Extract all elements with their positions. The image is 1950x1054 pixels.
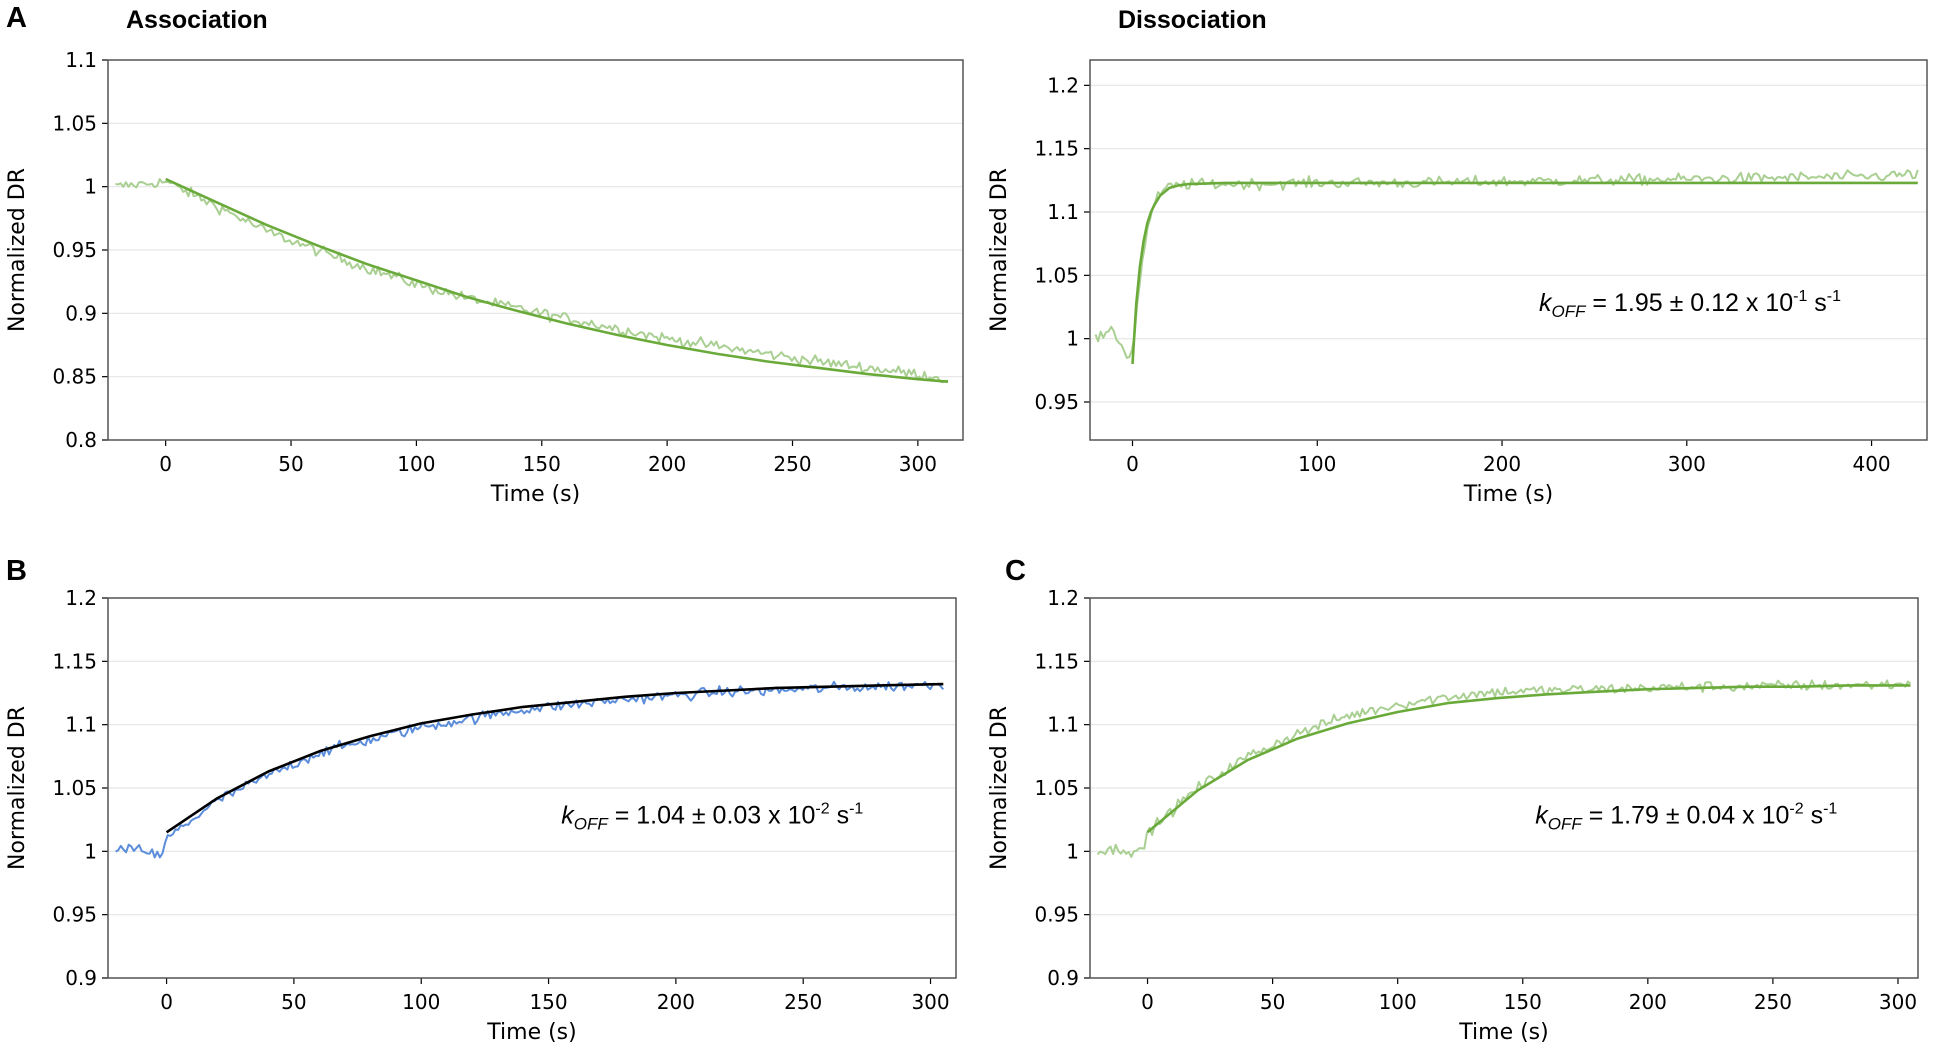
x-axis-label: Time (s) [1463,482,1553,507]
y-tick-label: 1.05 [1034,776,1079,800]
y-tick-label: 1 [1066,839,1079,863]
y-axis-label: Normalized DR [5,706,30,870]
y-tick-label: 0.85 [52,365,97,389]
x-tick-label: 200 [657,990,695,1014]
x-tick-label: 100 [1298,452,1336,476]
y-tick-label: 1.2 [1047,586,1079,610]
y-tick-label: 1.05 [52,776,97,800]
x-tick-label: 150 [1504,990,1542,1014]
association-heading: Association [126,6,268,34]
y-tick-label: 1.1 [65,713,97,737]
x-axis-label: Time (s) [486,1020,576,1045]
plot-frame [107,59,964,441]
chart-A-association: 0.8 0.85 0.9 0.95 1 1.05 1.1 0 50 100 150 200 250 300… [5,48,964,507]
x-tick-label: 100 [402,990,440,1014]
y-tick-label: 1.15 [52,649,97,673]
x-tick-label: 250 [773,452,811,476]
koff-annotation: kOFF = 1.04 ± 0.03 x 10-2 s-1 [561,800,863,833]
plot-frame [107,597,957,979]
y-axis-label: Normalized DR [5,168,30,332]
panel-letter-c: C [1005,555,1026,587]
series-fit-line [165,177,949,383]
plot-frame [1089,597,1919,979]
y-tick-label: 1.15 [1034,649,1079,673]
y-tick-label: 1.2 [65,586,97,610]
y-axis-label: Normalized DR [987,706,1012,870]
koff-annotation: kOFF = 1.79 ± 0.04 x 10-2 s-1 [1535,800,1837,833]
x-tick-label: 100 [397,452,435,476]
dissociation-heading: Dissociation [1118,6,1267,34]
series-raw-line [115,178,949,384]
x-tick-label: 300 [911,990,949,1014]
x-tick-label: 200 [1629,990,1667,1014]
x-tick-label: 0 [159,452,172,476]
x-tick-label: 150 [523,452,561,476]
panel-letter-b: B [6,555,27,587]
y-tick-label: 1.1 [65,48,97,72]
x-tick-label: 150 [529,990,567,1014]
y-axis-label: Normalized DR [987,168,1012,332]
y-tick-label: 1.05 [1034,263,1079,287]
series-fit-line [1146,684,1911,834]
series-raw-line [1096,679,1912,858]
y-tick-label: 1 [1066,327,1079,351]
y-tick-label: 1.1 [1047,200,1079,224]
x-tick-label: 250 [1754,990,1792,1014]
x-tick-label: 300 [1668,452,1706,476]
chart-A-dissociation: 0.95 1 1.05 1.1 1.15 1.2 0 100 200 300 400 Time (s)… [987,59,1928,507]
x-axis-label: Time (s) [1458,1020,1548,1045]
y-tick-label: 0.95 [1034,903,1079,927]
y-tick-label: 0.95 [52,238,97,262]
y-tick-label: 1.1 [1047,713,1079,737]
series-fit-line [165,682,944,834]
x-tick-label: 400 [1852,452,1890,476]
x-tick-label: 200 [1483,452,1521,476]
x-tick-label: 50 [281,990,306,1014]
y-tick-label: 1.05 [52,111,97,135]
x-tick-label: 0 [1126,452,1139,476]
x-tick-label: 100 [1379,990,1417,1014]
y-tick-label: 0.9 [1047,966,1079,990]
series-fit-line [1131,181,1918,365]
x-tick-label: 300 [899,452,937,476]
plot-frame [1089,59,1928,441]
y-tick-label: 0.95 [52,903,97,927]
y-tick-label: 1.15 [1034,137,1079,161]
y-tick-label: 1 [84,175,97,199]
series-raw-line [1094,169,1919,359]
x-tick-label: 50 [1260,990,1285,1014]
y-tick-label: 0.9 [65,301,97,325]
y-tick-label: 1.2 [1047,73,1079,97]
x-tick-label: 0 [1141,990,1154,1014]
koff-annotation: kOFF = 1.95 ± 0.12 x 10-1 s-1 [1539,288,1841,321]
chart-B-association: 0.9 0.95 1 1.05 1.1 1.15 1.2 0 50 100 150 200 250 300… [5,586,957,1045]
y-tick-label: 0.8 [65,428,97,452]
y-tick-label: 0.95 [1034,390,1079,414]
x-axis-label: Time (s) [490,482,580,507]
x-tick-label: 300 [1879,990,1917,1014]
x-tick-label: 250 [784,990,822,1014]
y-tick-label: 1 [84,839,97,863]
panel-letter-a: A [6,2,27,34]
y-tick-label: 0.9 [65,966,97,990]
series-raw-line [115,680,945,859]
chart-C-dissociation: 0.9 0.95 1 1.05 1.1 1.15 1.2 0 50 100 150 200 250 300… [987,586,1919,1045]
x-tick-label: 0 [160,990,173,1014]
x-tick-label: 200 [648,452,686,476]
x-tick-label: 50 [278,452,303,476]
